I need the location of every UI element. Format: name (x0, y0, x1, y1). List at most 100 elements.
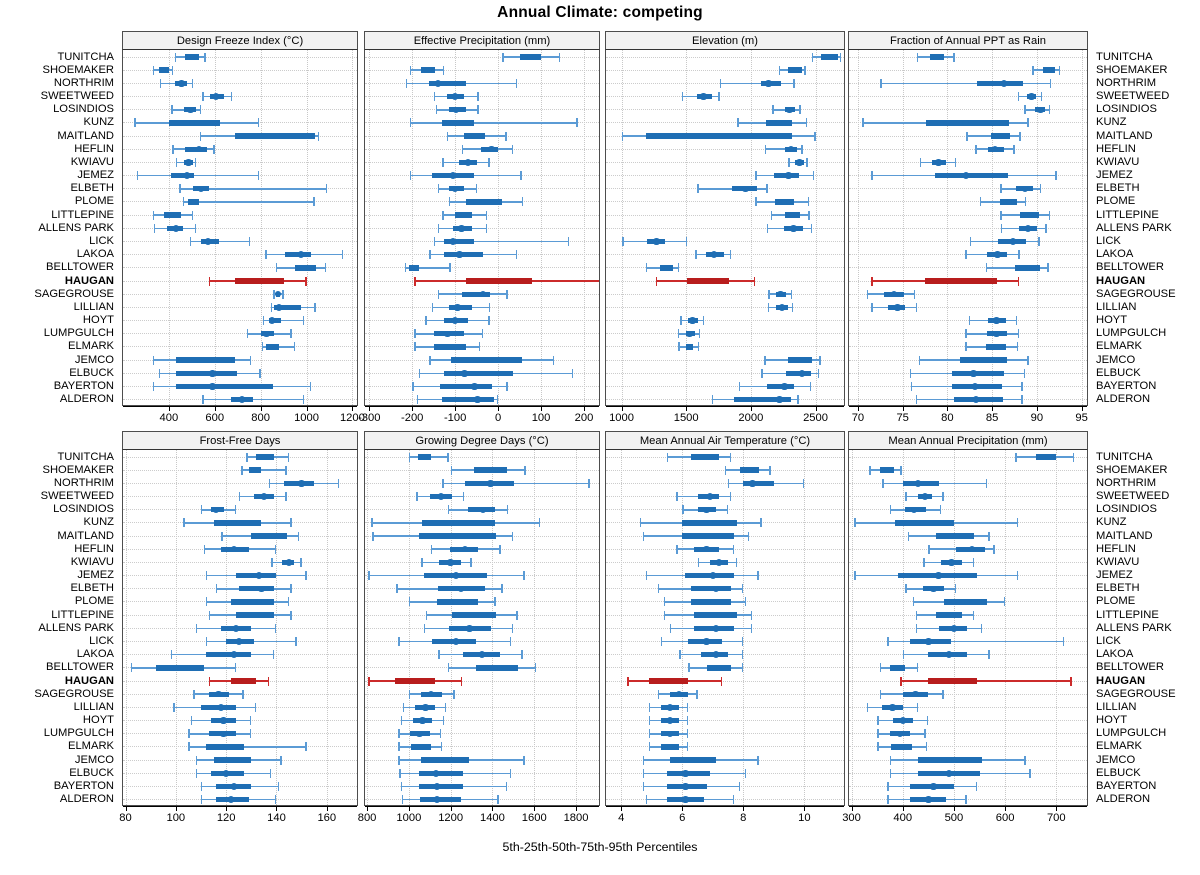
median-marker (188, 119, 195, 127)
whisker-row (365, 701, 599, 714)
whisker-cap-p5 (188, 729, 190, 739)
median-marker (189, 198, 197, 206)
whisker-row (606, 661, 844, 674)
median-marker (433, 783, 441, 790)
whisker-row (606, 582, 844, 595)
median-marker (955, 277, 963, 285)
whisker-row (365, 490, 599, 503)
whisker-cap-p5 (889, 755, 892, 765)
median-marker (467, 532, 474, 540)
whisker-row (123, 464, 357, 477)
whisker-cap-p95 (552, 355, 554, 365)
whisker-cap-p5 (677, 329, 680, 339)
gridline-horizontal (365, 733, 599, 735)
whisker-cap-p95 (520, 171, 522, 181)
whisker-cap-p5 (811, 52, 814, 62)
median-marker (217, 704, 225, 711)
whisker-cap-p5 (408, 689, 411, 699)
median-marker (746, 466, 753, 474)
site-label: JEMCO (74, 753, 114, 766)
site-label: LICK (89, 235, 114, 248)
interquartile-box (444, 370, 514, 376)
median-marker (790, 225, 797, 232)
gridline-horizontal (849, 588, 1087, 590)
gridline-vertical (902, 50, 904, 405)
gridline-vertical (260, 50, 262, 405)
whisker-cap-p95 (290, 610, 292, 620)
whisker-cap-p5 (907, 531, 910, 541)
whisker-cap-p95 (558, 52, 561, 62)
interquartile-box (767, 383, 795, 390)
median-marker (421, 453, 428, 461)
panel-header-frost-free-days: Frost-Free Days (122, 431, 358, 450)
whisker-row (849, 182, 1087, 195)
axis-tick-label: 700 (1046, 812, 1066, 824)
median-marker (706, 519, 713, 527)
panel-header-mean-annual-air-temperature: Mean Annual Air Temperature (°C) (605, 431, 845, 450)
whisker-cap-p5 (1000, 210, 1002, 220)
whisker-cap-p95 (806, 157, 808, 167)
whisker-row (365, 582, 599, 595)
median-marker (451, 93, 459, 100)
whisker-cap-p95 (302, 395, 305, 405)
axis-tick (276, 806, 278, 811)
whisker-row (606, 288, 844, 301)
whisker-cap-p5 (719, 78, 722, 88)
median-marker (712, 532, 720, 540)
median-marker (178, 80, 185, 87)
median-marker (1037, 106, 1044, 113)
whisker-cap-p95 (975, 782, 977, 791)
median-marker (222, 770, 230, 777)
whisker-cap-p95 (1047, 263, 1049, 273)
gridline-horizontal (849, 509, 1087, 511)
whisker-range-line (433, 240, 569, 243)
whisker-cap-p95 (523, 571, 525, 581)
median-marker (172, 211, 179, 219)
whisker-cap-p5 (915, 623, 917, 633)
whisker-cap-p95 (317, 131, 320, 141)
whisker-cap-p5 (887, 782, 889, 791)
gridline-horizontal (606, 293, 844, 295)
whisker-cap-p95 (477, 105, 479, 115)
median-marker (1000, 80, 1007, 87)
whisker-row (365, 314, 599, 327)
whisker-cap-p95 (1027, 118, 1029, 128)
whisker-cap-p5 (221, 531, 223, 541)
whisker-cap-p5 (170, 650, 173, 660)
gridline-horizontal (123, 320, 357, 322)
whisker-row (606, 222, 844, 235)
whisker-row (606, 314, 844, 327)
whisker-cap-p95 (248, 237, 251, 247)
gridline-horizontal (606, 241, 844, 243)
median-marker (715, 559, 723, 566)
whisker-cap-p5 (414, 342, 416, 352)
whisker-cap-p95 (305, 742, 307, 752)
whisker-cap-p5 (900, 676, 902, 686)
whisker-cap-p95 (453, 689, 455, 699)
axis-tick-label: 1200 (339, 412, 365, 424)
whisker-cap-p5 (412, 382, 414, 391)
median-marker (270, 532, 278, 540)
whisker-row (606, 595, 844, 608)
whisker-cap-p5 (871, 302, 873, 312)
median-marker (427, 691, 434, 698)
axis-tick (947, 406, 949, 411)
whisker-cap-p95 (234, 505, 237, 515)
whisker-cap-p95 (1017, 329, 1019, 339)
median-marker (471, 132, 478, 140)
site-label: SWEETWEED (40, 90, 114, 103)
axis-tick-label: 1800 (563, 812, 589, 824)
median-marker (945, 756, 952, 764)
whisker-cap-p95 (523, 755, 525, 765)
whisker-row (849, 209, 1087, 222)
median-marker (765, 80, 772, 87)
gridline-horizontal (849, 693, 1087, 695)
whisker-cap-p5 (437, 223, 440, 233)
whisker-row (606, 130, 844, 143)
axis-tick (992, 406, 994, 411)
whisker-cap-p95 (1003, 597, 1006, 607)
whisker-row (365, 261, 599, 274)
whisker-cap-p95 (686, 742, 689, 752)
whisker-cap-p5 (854, 571, 856, 581)
